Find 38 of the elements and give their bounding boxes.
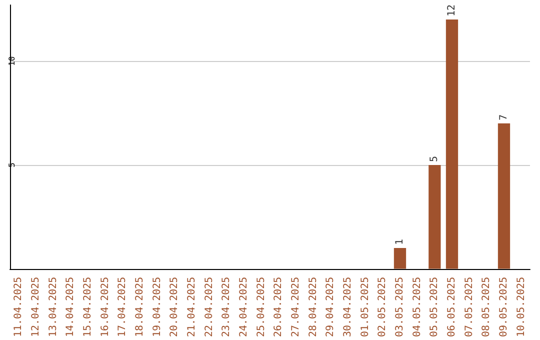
x-tick-label: 08.05.2025 (481, 276, 492, 338)
x-tick-label: 23.04.2025 (221, 276, 232, 338)
x-tick-label: 02.05.2025 (377, 276, 388, 338)
x-tick-label: 28.04.2025 (308, 276, 319, 338)
x-tick-label: 01.05.2025 (360, 276, 371, 338)
x-tick-label: 20.04.2025 (169, 276, 180, 338)
bar (498, 123, 510, 269)
bar (428, 164, 441, 269)
x-tick-label: 18.04.2025 (134, 276, 146, 338)
x-tick-label: 04.05.2025 (412, 276, 423, 338)
data-label: 7 (498, 114, 510, 120)
x-tick-label: 03.05.2025 (394, 276, 406, 338)
x-tick-label: 14.04.2025 (65, 276, 76, 338)
x-tick-label: 13.04.2025 (48, 276, 59, 338)
x-tick-label: 06.05.2025 (446, 276, 458, 338)
x-tick-label: 30.04.2025 (342, 276, 354, 338)
data-label: 1 (394, 238, 406, 246)
bar (446, 20, 458, 269)
data-label: 12 (446, 4, 458, 17)
x-tick-label: 09.05.2025 (498, 276, 510, 338)
x-tick-label: 24.04.2025 (238, 276, 250, 338)
x-tick-label: 29.04.2025 (325, 276, 336, 338)
x-tick-label: 19.04.2025 (152, 276, 163, 338)
x-tick-label: 26.04.2025 (273, 276, 284, 338)
x-tick-label: 16.04.2025 (100, 276, 111, 338)
x-tick-label: 27.04.2025 (290, 276, 302, 338)
x-tick-label: 25.04.2025 (256, 276, 267, 338)
bar (394, 248, 406, 269)
data-label: 5 (429, 156, 440, 162)
x-tick-label: 22.04.2025 (204, 276, 215, 338)
x-tick-label: 10.05.2025 (516, 276, 527, 338)
x-tick-label: 15.04.2025 (82, 276, 94, 338)
x-tick-label: 05.05.2025 (429, 276, 440, 338)
x-tick-label: 21.04.2025 (186, 276, 198, 338)
x-tick-label: 11.04.2025 (13, 276, 24, 338)
x-tick-label: 07.05.2025 (464, 276, 475, 338)
x-tick-label: 17.04.2025 (117, 276, 128, 338)
x-tick-label: 12.04.2025 (30, 276, 42, 338)
